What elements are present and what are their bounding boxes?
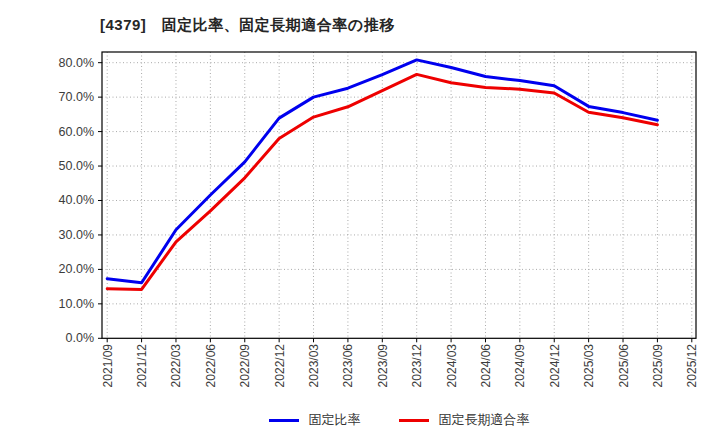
x-tick-label: 2024/03 [445,344,459,388]
x-tick-label: 2023/06 [341,344,355,388]
chart-canvas: 0.0% 10.0% 20.0% 30.0% 40.0% 50.0% 60.0% 70.0% 8… [0,0,720,440]
x-tick-label: 2023/03 [307,344,321,388]
y-tick-label: 0.0% [66,331,95,345]
x-tick-label: 2023/09 [376,344,390,388]
y-tick-label: 50.0% [59,159,94,173]
y-tick-label: 30.0% [59,228,94,242]
legend-item-fixed-ratio: 固定比率 [269,411,361,429]
legend-label-fixed-ratio: 固定比率 [309,411,361,429]
x-tick-label: 2025/12 [685,344,699,388]
x-tick-label: 2025/03 [582,344,596,388]
x-tick-label: 2022/06 [204,344,218,388]
chart-figure: [4379] 固定比率、固定長期適合率の推移 0.0%10.0%20.0%30.… [0,0,720,440]
legend-swatch-fixed-ratio [269,419,299,422]
legend: 固定比率 固定長期適合率 [102,406,696,434]
y-tick-label: 10.0% [59,297,94,311]
x-tick-label: 2021/09 [101,344,115,388]
y-tick-label: 40.0% [59,193,94,207]
x-tick-label: 2021/12 [135,344,149,388]
legend-item-fixed-long-term-fit-ratio: 固定長期適合率 [399,411,530,429]
x-tick-label: 2024/12 [548,344,562,388]
plot-border [102,52,696,338]
legend-label-fixed-long-term-fit-ratio: 固定長期適合率 [439,411,530,429]
legend-swatch-fixed-long-term-fit-ratio [399,419,429,422]
x-tick-label: 2025/09 [651,344,665,388]
y-tick-label: 70.0% [59,90,94,104]
x-tick-label: 2024/06 [479,344,493,388]
y-tick-label: 80.0% [59,56,94,70]
y-tick-label: 60.0% [59,125,94,139]
x-tick-label: 2025/06 [617,344,631,388]
x-tick-label: 2022/12 [273,344,287,388]
x-tick-label: 2023/12 [410,344,424,388]
x-tick-label: 2024/09 [513,344,527,388]
x-tick-label: 2022/03 [169,344,183,388]
x-tick-label: 2022/09 [238,344,252,388]
y-tick-label: 20.0% [59,262,94,276]
